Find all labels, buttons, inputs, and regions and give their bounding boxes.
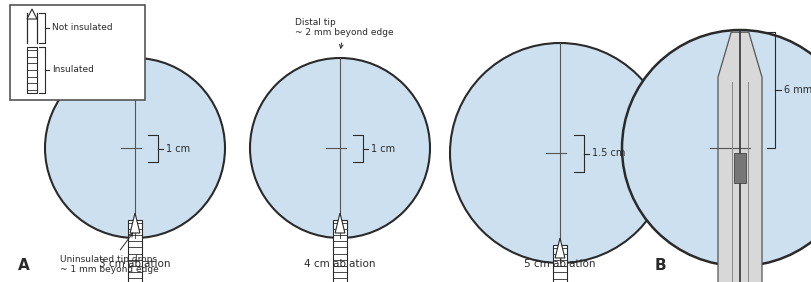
Text: 6 mm: 6 mm <box>783 85 811 95</box>
Circle shape <box>621 30 811 266</box>
FancyBboxPatch shape <box>10 5 145 100</box>
Text: A: A <box>18 257 30 272</box>
Polygon shape <box>27 9 37 19</box>
Text: 1 cm: 1 cm <box>371 144 395 153</box>
Polygon shape <box>27 47 37 93</box>
Text: Insulated: Insulated <box>52 65 94 74</box>
Polygon shape <box>130 213 139 233</box>
Text: 1 cm: 1 cm <box>165 144 190 153</box>
Polygon shape <box>555 238 564 258</box>
Polygon shape <box>733 153 745 183</box>
Polygon shape <box>333 220 346 282</box>
Text: 5 cm ablation: 5 cm ablation <box>524 259 595 269</box>
Polygon shape <box>128 220 142 282</box>
Text: B: B <box>654 257 666 272</box>
Circle shape <box>45 58 225 238</box>
Text: 1.5 cm: 1.5 cm <box>591 149 624 158</box>
Text: 3 cm ablation: 3 cm ablation <box>99 259 170 269</box>
Text: Distal tip
~ 2 mm beyond edge: Distal tip ~ 2 mm beyond edge <box>294 18 393 48</box>
Circle shape <box>449 43 669 263</box>
Polygon shape <box>335 213 345 233</box>
Polygon shape <box>717 32 761 282</box>
Circle shape <box>250 58 430 238</box>
Text: Not insulated: Not insulated <box>52 23 113 32</box>
Polygon shape <box>552 245 566 282</box>
Text: Uninsulated tip drops
~ 1 mm beyond edge: Uninsulated tip drops ~ 1 mm beyond edge <box>60 233 159 274</box>
Text: 4 cm ablation: 4 cm ablation <box>304 259 375 269</box>
